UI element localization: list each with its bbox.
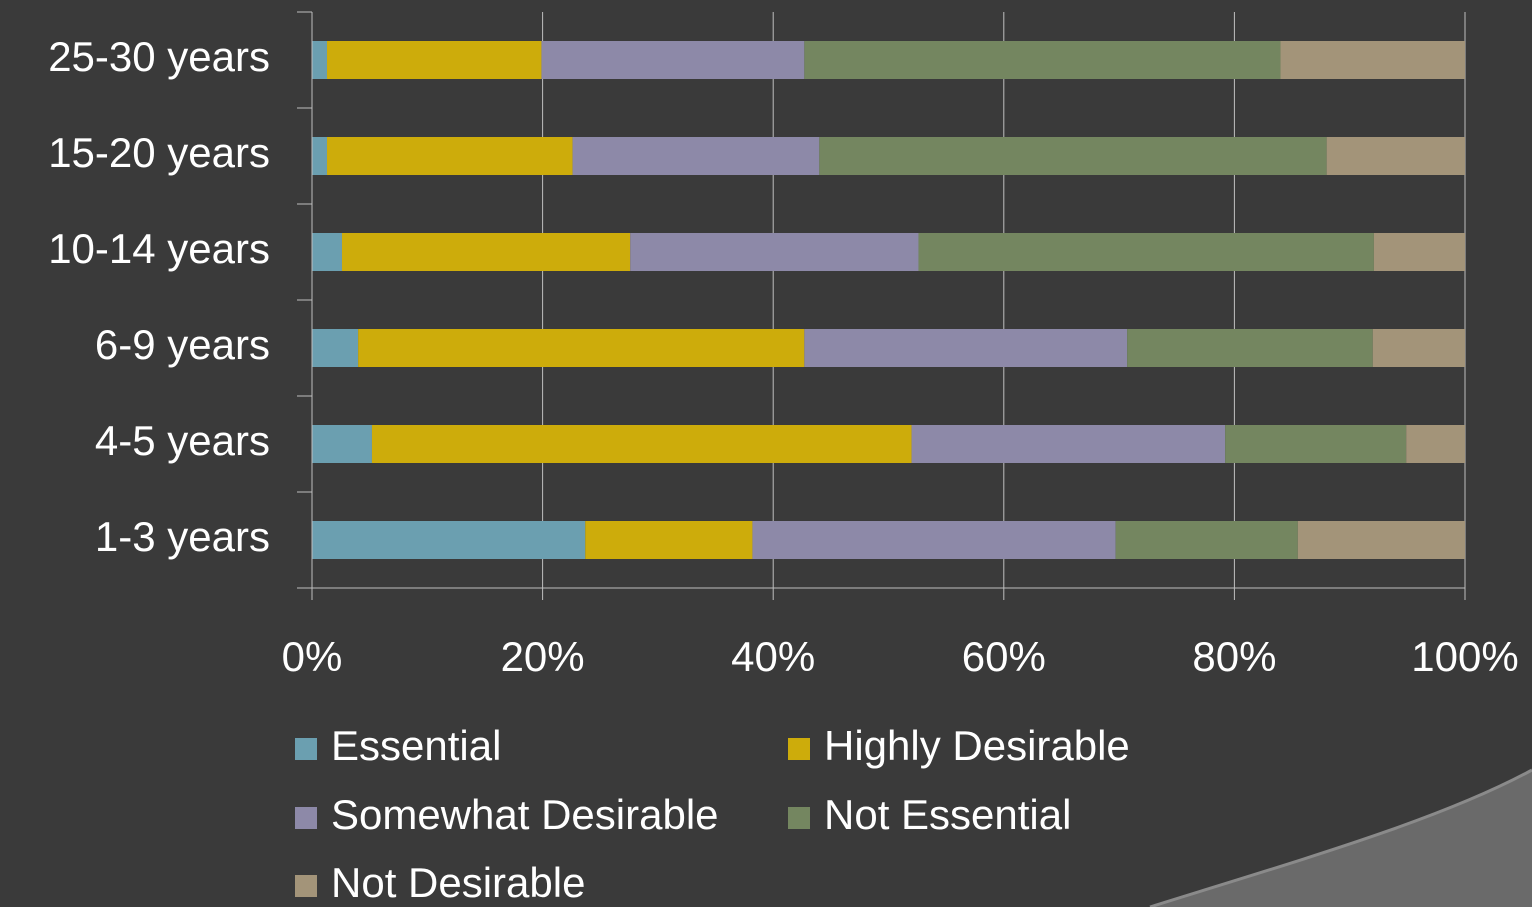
decoration xyxy=(1150,770,1532,907)
y-tick-label: 25-30 years xyxy=(48,33,270,80)
x-tick-label: 40% xyxy=(731,633,815,680)
bar-segment xyxy=(326,41,542,79)
legend-swatch xyxy=(295,875,317,897)
legend-label: Highly Desirable xyxy=(824,722,1130,769)
bar-segment xyxy=(1373,233,1465,271)
bar-segment xyxy=(312,137,327,175)
bar-segment xyxy=(312,329,359,367)
bar-segment xyxy=(326,137,573,175)
legend-label: Somewhat Desirable xyxy=(331,791,719,838)
bar-segment xyxy=(918,233,1374,271)
bar-segment xyxy=(312,41,327,79)
bar-segment xyxy=(1127,329,1373,367)
x-tick-label: 60% xyxy=(962,633,1046,680)
bar-segment xyxy=(911,425,1226,463)
x-tick-label: 0% xyxy=(282,633,343,680)
legend-label: Not Essential xyxy=(824,791,1071,838)
bar-segment xyxy=(1297,521,1465,559)
bar-segment xyxy=(541,41,805,79)
bar-segment xyxy=(341,233,631,271)
y-tick-label: 1-3 years xyxy=(95,513,270,560)
bar-segment xyxy=(1326,137,1465,175)
bar-segment xyxy=(1225,425,1407,463)
bar-segment xyxy=(312,521,586,559)
bar-segment xyxy=(312,233,342,271)
x-tick-label: 80% xyxy=(1192,633,1276,680)
legend-swatch xyxy=(788,807,810,829)
x-tick-label: 20% xyxy=(501,633,585,680)
bar-segment xyxy=(804,41,1281,79)
bar-segment xyxy=(371,425,912,463)
legend-swatch xyxy=(788,738,810,760)
y-tick-label: 15-20 years xyxy=(48,129,270,176)
legend-swatch xyxy=(295,738,317,760)
bar-segment xyxy=(312,425,372,463)
bar-segment xyxy=(1406,425,1465,463)
bar-segment xyxy=(358,329,805,367)
decoration-edge xyxy=(1149,768,1532,907)
bar-segment xyxy=(1115,521,1298,559)
bar-segment xyxy=(819,137,1327,175)
bar-segment xyxy=(1280,41,1465,79)
y-tick-label: 10-14 years xyxy=(48,225,270,272)
bar-segment xyxy=(804,329,1128,367)
legend-swatch xyxy=(295,807,317,829)
y-tick-label: 6-9 years xyxy=(95,321,270,368)
bar-segment xyxy=(630,233,919,271)
bar-segment xyxy=(1372,329,1465,367)
bar-segment xyxy=(585,521,753,559)
x-tick-label: 100% xyxy=(1411,633,1518,680)
bar-segment xyxy=(752,521,1116,559)
y-tick-label: 4-5 years xyxy=(95,417,270,464)
legend-label: Essential xyxy=(331,722,501,769)
bar-segment xyxy=(572,137,820,175)
legend-label: Not Desirable xyxy=(331,859,585,906)
